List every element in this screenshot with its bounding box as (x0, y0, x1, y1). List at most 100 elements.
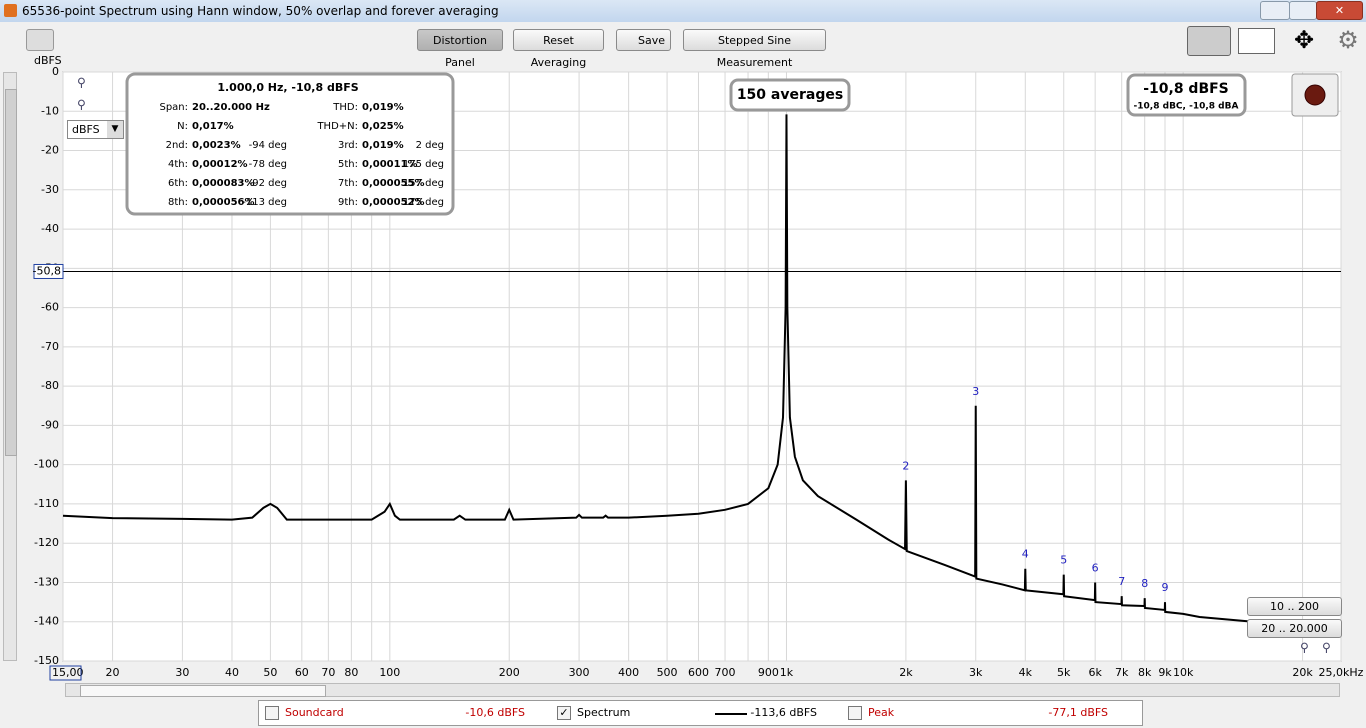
panel-cell: -94 deg (249, 140, 287, 151)
legend-value: -77,1 dBFS (1048, 706, 1108, 719)
harmonic-label: 5 (1060, 554, 1067, 567)
x-tick-label: 1k (780, 666, 794, 679)
window-title: 65536-point Spectrum using Hann window, … (22, 4, 499, 18)
panel-cell: 0,000055% (362, 178, 425, 189)
y-tick-label: -80 (41, 379, 59, 392)
checkbox[interactable] (265, 706, 279, 720)
panel-cell: Span: (159, 102, 188, 113)
range-button[interactable]: 10 .. 200 (1247, 597, 1342, 616)
panel-cell: 175 deg (403, 159, 444, 170)
checkbox[interactable] (848, 706, 862, 720)
view-mode-button[interactable] (1187, 26, 1231, 56)
y-tick-label: -70 (41, 340, 59, 353)
harmonic-label: 4 (1022, 548, 1029, 561)
x-tick-label: 3k (969, 666, 983, 679)
x-tick-label: 10k (1173, 666, 1194, 679)
legend-value: -10,6 dBFS (465, 706, 525, 719)
y-tick-label: -40 (41, 222, 59, 235)
y-tick-label: -60 (41, 301, 59, 314)
zoom-out-icon[interactable]: ⚲ (1322, 641, 1331, 655)
panel-cell: 0,000083% (192, 178, 255, 189)
panel-cell: 0,000052% (362, 197, 425, 208)
panel-cell: 0,00012% (192, 159, 248, 170)
status-bar: Soundcard -10,6 dBFS ✓ Spectrum -113,6 dBFS P… (258, 700, 1143, 726)
panel-cell: THD: (332, 102, 358, 113)
x-tick-label: 70 (321, 666, 335, 679)
dropdown-arrow[interactable]: ▼ (107, 121, 123, 138)
unit-select[interactable]: dBFS ▼ (67, 120, 124, 139)
x-tick-label: 600 (688, 666, 709, 679)
legend-name: Soundcard (285, 706, 344, 719)
x-tick-label: 9k (1158, 666, 1172, 679)
checkbox[interactable]: ✓ (557, 706, 571, 720)
close-button[interactable]: ✕ (1316, 1, 1363, 20)
stepped-sine-button[interactable]: Stepped Sine Measurement (683, 29, 826, 69)
panel-cell: 6th: (168, 178, 188, 189)
record-indicator (1304, 84, 1326, 106)
settings-button[interactable]: ⚙ (1337, 26, 1359, 54)
horizontal-scrollbar[interactable] (65, 683, 1340, 697)
panel-cell: 5th: (338, 159, 358, 170)
zoom-out-icon[interactable]: ⚲ (77, 98, 86, 112)
pan-button[interactable]: ✥ (1293, 26, 1315, 54)
panel-cell: -113 deg (242, 197, 287, 208)
spectrum-line (62, 114, 1342, 631)
x-tick-label: 300 (569, 666, 590, 679)
title-bar: 65536-point Spectrum using Hann window, … (0, 0, 1366, 22)
view-mode-button[interactable] (1238, 28, 1275, 54)
harmonic-label: 9 (1162, 581, 1169, 594)
y-tick-label: -120 (34, 536, 59, 549)
cursor-label-box (33, 263, 64, 279)
x-tick-label: 6k (1088, 666, 1102, 679)
x-tick-label: 700 (715, 666, 736, 679)
harmonic-label: 8 (1141, 577, 1148, 590)
x-tick-label: 20k (1292, 666, 1313, 679)
panel-cell: 0,000056% (192, 197, 255, 208)
panel-cell: 0,019% (362, 140, 404, 151)
harmonic-label: 2 (902, 459, 909, 472)
x-tick-label: 60 (295, 666, 309, 679)
unit-select-value: dBFS (72, 123, 100, 136)
panel-cell: -78 deg (249, 159, 287, 170)
zoom-in-icon[interactable]: ⚲ (77, 76, 86, 90)
scroll-thumb[interactable] (5, 89, 17, 456)
legend-value: -113,6 dBFS (750, 706, 817, 719)
y-tick-label: -10 (41, 104, 59, 117)
x-tick-label: 4k (1019, 666, 1033, 679)
y-tick-label: -30 (41, 183, 59, 196)
reset-averaging-button[interactable]: Reset Averaging (513, 29, 604, 69)
level-box (1126, 73, 1247, 117)
panel-cell: 0,00011% (362, 159, 418, 170)
panel-cell: 2nd: (166, 140, 188, 151)
harmonic-label: 7 (1118, 575, 1125, 588)
panel-cell: 0,0023% (192, 140, 241, 151)
x-tick-label: 40 (225, 666, 239, 679)
panel-cell: 0,025% (362, 121, 404, 132)
panel-cell: 2 deg (416, 140, 444, 151)
panel-cell: 157 deg (403, 178, 444, 189)
panel-cell: 9th: (338, 197, 358, 208)
scroll-thumb[interactable] (80, 685, 326, 697)
panel-cell: N: (177, 121, 188, 132)
panel-cell: 175 deg (403, 197, 444, 208)
x-tick-label: 400 (618, 666, 639, 679)
panel-cell: -92 deg (249, 178, 287, 189)
distortion-panel-button[interactable]: Distortion Panel (417, 29, 503, 69)
level-sub: -10,8 dBC, -10,8 dBA (1134, 102, 1239, 112)
x-tick-label: 5k (1057, 666, 1071, 679)
vertical-scrollbar[interactable] (3, 72, 17, 661)
save-button[interactable]: Save (616, 29, 671, 51)
y-tick-label: -130 (34, 575, 59, 588)
panel-cell: 7th: (338, 178, 358, 189)
panel-cell: 0,017% (192, 121, 234, 132)
harmonic-label: 3 (972, 385, 979, 398)
level-main: -10,8 dBFS (1143, 81, 1229, 97)
x-tick-label: 100 (379, 666, 400, 679)
snapshot-button[interactable] (26, 29, 54, 51)
y-tick-label: -100 (34, 458, 59, 471)
panel-cell: 3rd: (338, 140, 358, 151)
y-tick-label: -20 (41, 144, 59, 157)
zoom-in-icon[interactable]: ⚲ (1300, 641, 1309, 655)
range-button[interactable]: 20 .. 20.000 (1247, 619, 1342, 638)
